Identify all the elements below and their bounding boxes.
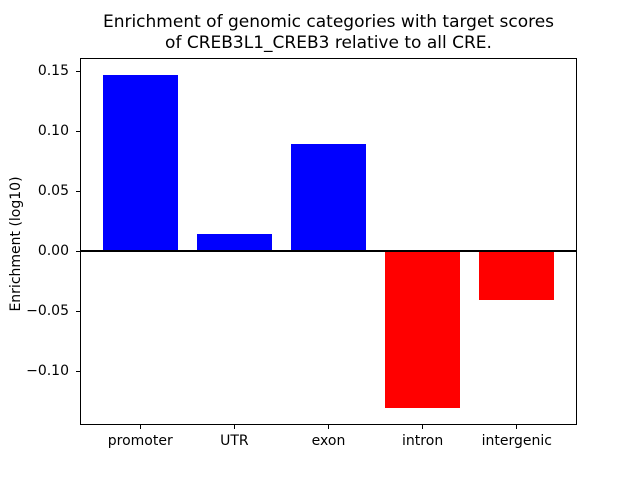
bar-promoter bbox=[102, 74, 178, 252]
x-tick-label-intergenic: intergenic bbox=[481, 433, 552, 449]
x-tick-mark bbox=[139, 425, 141, 429]
x-tick-mark bbox=[328, 425, 329, 429]
y-tick-label: 0.00 bbox=[37, 243, 69, 260]
chart-title-line1: Enrichment of genomic categories with ta… bbox=[102, 12, 555, 32]
bar-intron bbox=[384, 251, 461, 409]
y-tick-label: 0.10 bbox=[37, 123, 69, 140]
bar-exon bbox=[290, 144, 367, 252]
y-tick-mark bbox=[76, 310, 80, 312]
chart-title-line2: of CREB3L1_CREB3 relative to all CRE. bbox=[165, 33, 492, 53]
y-tick-mark bbox=[76, 70, 80, 72]
y-tick-label: 0.05 bbox=[37, 183, 69, 200]
x-tick-label-promoter: promoter bbox=[107, 433, 173, 449]
x-tick-label-exon: exon bbox=[311, 433, 346, 449]
y-tick-mark bbox=[76, 130, 80, 132]
y-tick-mark bbox=[76, 190, 80, 192]
bar-intergenic bbox=[479, 251, 555, 301]
y-tick-label: −0.10 bbox=[26, 363, 69, 380]
y-tick-label: −0.05 bbox=[26, 303, 69, 320]
x-tick-label-intron: intron bbox=[402, 433, 444, 449]
x-tick-mark bbox=[422, 425, 424, 429]
y-tick-mark bbox=[76, 250, 80, 252]
x-tick-label-UTR: UTR bbox=[220, 433, 249, 449]
bar-UTR bbox=[196, 234, 273, 252]
x-tick-mark bbox=[233, 425, 235, 429]
chart-title: Enrichment of genomic categories with ta… bbox=[80, 12, 577, 54]
y-tick-label: 0.15 bbox=[37, 63, 69, 80]
y-tick-mark bbox=[76, 370, 80, 372]
zero-baseline bbox=[80, 249, 577, 253]
x-tick-mark bbox=[516, 425, 518, 429]
